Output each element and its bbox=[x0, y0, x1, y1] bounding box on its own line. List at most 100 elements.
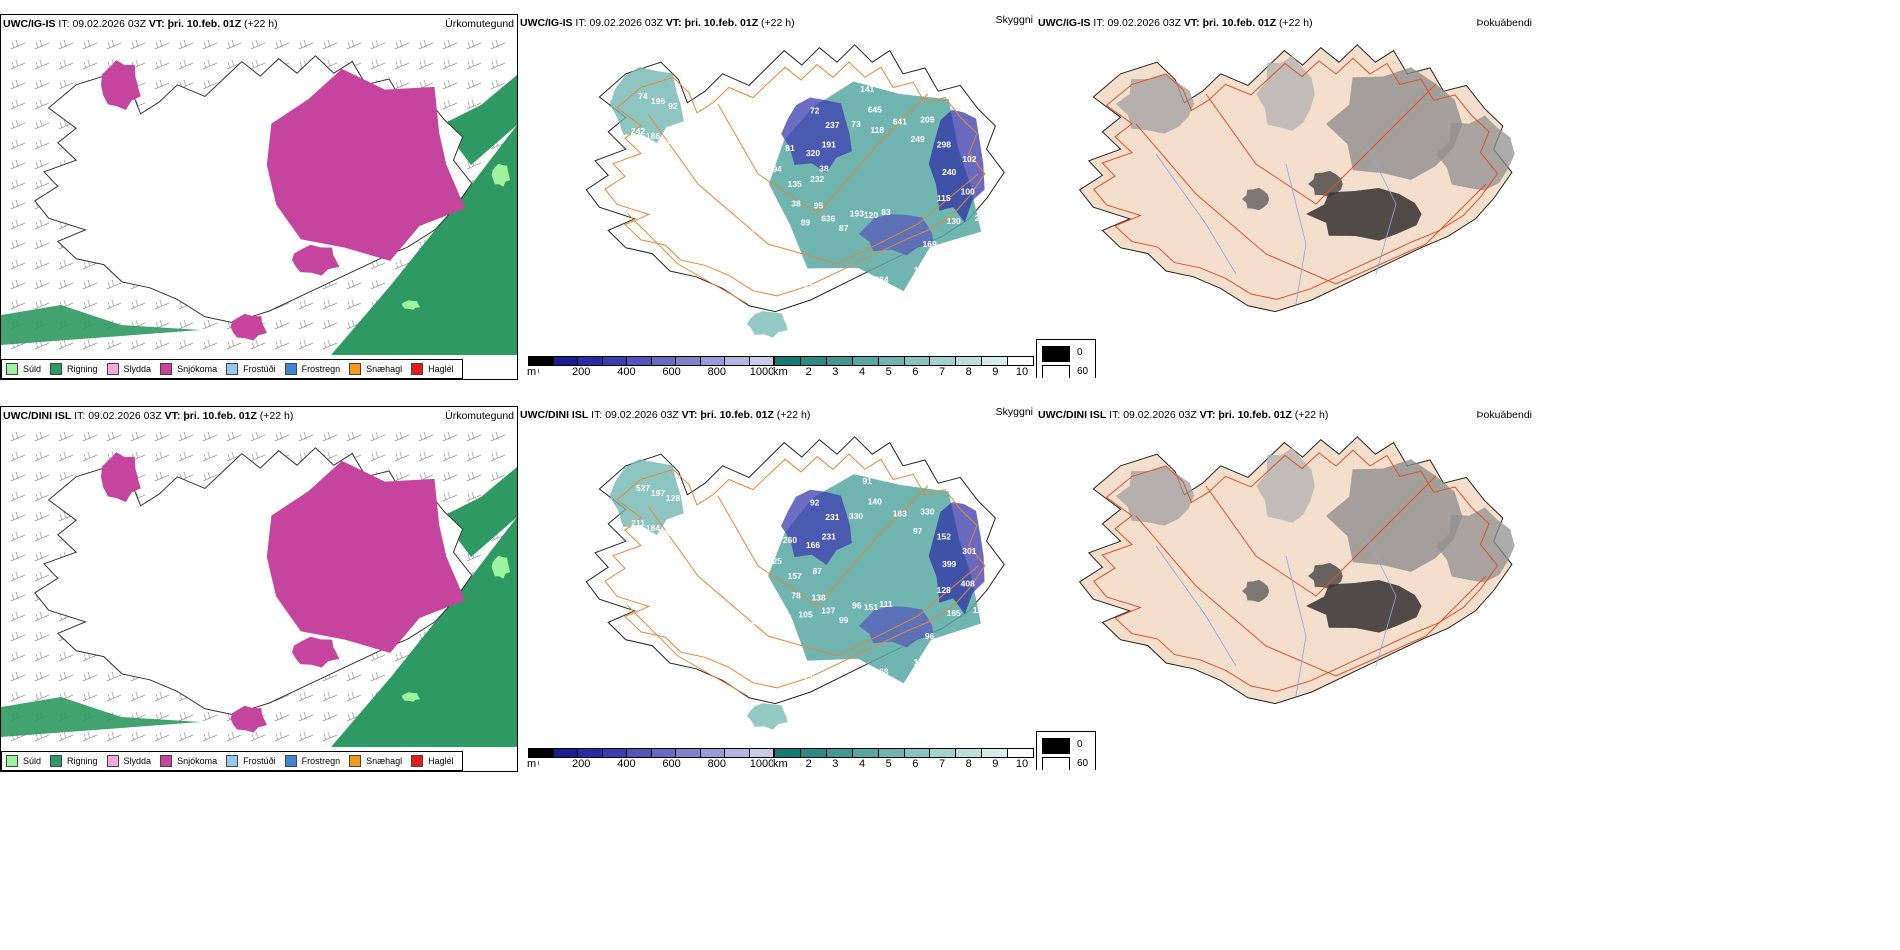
visibility-labels: 206 105 91 111 25 128 99 92 115 78 98 151 260 301 137 1… bbox=[601, 458, 987, 684]
visibility-value: 23 bbox=[745, 621, 755, 631]
colorbar-cells bbox=[774, 748, 1034, 758]
visibility-value: 144 bbox=[661, 136, 675, 146]
colorbar-cell bbox=[627, 357, 652, 365]
colorbar-tick: 400 bbox=[617, 758, 636, 770]
visibility-value: 318 bbox=[641, 166, 655, 176]
colorbar-ticks: 12345678910 bbox=[774, 366, 1034, 378]
visibility-value: 78 bbox=[791, 591, 801, 601]
visibility-value: 74 bbox=[638, 91, 648, 101]
colorbar-cell bbox=[602, 357, 627, 365]
fog-panel-row2: UWC/DINI ISL IT: 09.02.2026 03Z VT: þri.… bbox=[1036, 406, 1536, 770]
legend-swatch bbox=[160, 363, 173, 375]
colorbar-cell bbox=[982, 749, 1009, 757]
snow-area bbox=[230, 313, 267, 341]
visibility-value: 25 bbox=[772, 556, 782, 566]
visibility-value: 231 bbox=[825, 512, 839, 522]
legend-label: Snjókoma bbox=[177, 364, 218, 374]
visibility-value: 83 bbox=[881, 207, 891, 217]
legend-swatch bbox=[411, 755, 424, 767]
visibility-value: 197 bbox=[651, 488, 665, 498]
colorbar-cell bbox=[1008, 749, 1034, 757]
fog-legend-label: 0 bbox=[1077, 347, 1083, 358]
legend-label: Frostúði bbox=[243, 364, 276, 374]
fog-map bbox=[1078, 44, 1515, 313]
product-name: Þokuábendi bbox=[1476, 17, 1532, 29]
legend-item: Snæhagl bbox=[349, 363, 402, 375]
rain-area bbox=[1, 305, 201, 345]
snow-area bbox=[291, 244, 340, 276]
rain-area bbox=[331, 125, 517, 355]
colorbar-tick: 400 bbox=[617, 366, 636, 378]
colorbar-tick: 6 bbox=[912, 366, 919, 378]
visibility-value: 278 bbox=[803, 282, 817, 292]
panel-title: UWC/IG-IS IT: 09.02.2026 03Z VT: þri. 10… bbox=[3, 18, 278, 30]
colorbar-tick: 9 bbox=[992, 758, 999, 770]
snow-area bbox=[266, 460, 465, 653]
colorbar-cell bbox=[749, 749, 773, 757]
legend-swatch bbox=[106, 363, 119, 375]
product-name: Skyggni bbox=[995, 14, 1033, 26]
colorbar-cell bbox=[775, 749, 801, 757]
colorbar-cell bbox=[904, 357, 931, 365]
visibility-value: 645 bbox=[868, 105, 882, 115]
panel-title: UWC/IG-IS IT: 09.02.2026 03Z VT: þri. 10… bbox=[520, 17, 795, 29]
colorbar-cell bbox=[956, 749, 983, 757]
precip-type-legend: Súld Rigning Slydda Snjókoma Frostúði Frostre… bbox=[1, 751, 463, 771]
visibility-value: 408 bbox=[961, 579, 975, 589]
colorbar-cell bbox=[553, 749, 578, 757]
product-name: Skyggni bbox=[995, 406, 1033, 418]
legend-label: Rigning bbox=[67, 756, 98, 766]
visibility-value: 94 bbox=[628, 161, 638, 171]
visibility-value: 105 bbox=[798, 609, 812, 619]
legend-item: Frostregn bbox=[284, 363, 340, 375]
visibility-value: 301 bbox=[962, 546, 976, 556]
fog-legend-swatch bbox=[1042, 346, 1070, 362]
colorbar-cell bbox=[529, 357, 554, 365]
legend-swatch bbox=[50, 755, 63, 767]
legend-swatch bbox=[6, 755, 18, 767]
drizzle-area bbox=[401, 692, 420, 702]
visibility-value: 151 bbox=[864, 602, 878, 612]
colorbar-unit: m bbox=[527, 366, 539, 378]
colorbar-tick: 4 bbox=[858, 758, 866, 770]
legend-item: Snæhagl bbox=[349, 755, 402, 767]
colorbar-tick: 2 bbox=[805, 366, 812, 378]
visibility-value: 129 bbox=[601, 66, 615, 76]
visibility-value: 191 bbox=[822, 140, 836, 150]
visibility-value: 125 bbox=[803, 674, 817, 684]
visibility-value: 96 bbox=[925, 631, 935, 641]
visibility-value: 193 bbox=[850, 209, 864, 219]
visibility-value: 140 bbox=[868, 497, 882, 507]
visibility-value: 186 bbox=[646, 131, 660, 141]
visibility-value: 211 bbox=[631, 518, 645, 528]
visibility-value: 169 bbox=[923, 239, 937, 249]
panel-title: UWC/DINI ISL IT: 09.02.2026 03Z VT: þri.… bbox=[1038, 409, 1329, 421]
visibility-value: 102 bbox=[962, 154, 976, 164]
drizzle-area bbox=[491, 555, 510, 579]
legend-swatch bbox=[50, 363, 63, 375]
legend-swatch bbox=[349, 363, 362, 375]
snow-area bbox=[101, 452, 141, 502]
visibility-value: 81 bbox=[785, 143, 795, 153]
rain-area bbox=[331, 517, 517, 747]
colorbar-unit: m bbox=[527, 758, 539, 770]
legend-label: Snjókoma bbox=[177, 756, 218, 766]
colorbar-tick: 10 bbox=[1015, 758, 1029, 770]
fog-shading bbox=[1116, 55, 1515, 241]
fog-legend: 0 60 bbox=[1036, 731, 1096, 770]
legend-item: Snjókoma bbox=[160, 755, 217, 767]
visibility-area bbox=[609, 459, 684, 535]
visibility-value: 242 bbox=[631, 126, 645, 136]
legend-swatch bbox=[6, 363, 18, 375]
legend-item: Slydda bbox=[106, 363, 151, 375]
legend-label: Súld bbox=[23, 364, 42, 374]
snow-area bbox=[101, 60, 141, 110]
visibility-value: 206 bbox=[601, 458, 615, 468]
rivers bbox=[1155, 143, 1397, 305]
visibility-value: 260 bbox=[783, 535, 797, 545]
fog-legend-label: 0 bbox=[1077, 739, 1083, 750]
legend-swatch bbox=[411, 363, 424, 375]
legend-label: Snæhagl bbox=[366, 756, 403, 766]
visibility-value: 527 bbox=[636, 483, 650, 493]
colorbar-ticks: 02004006008001000 bbox=[528, 758, 774, 770]
